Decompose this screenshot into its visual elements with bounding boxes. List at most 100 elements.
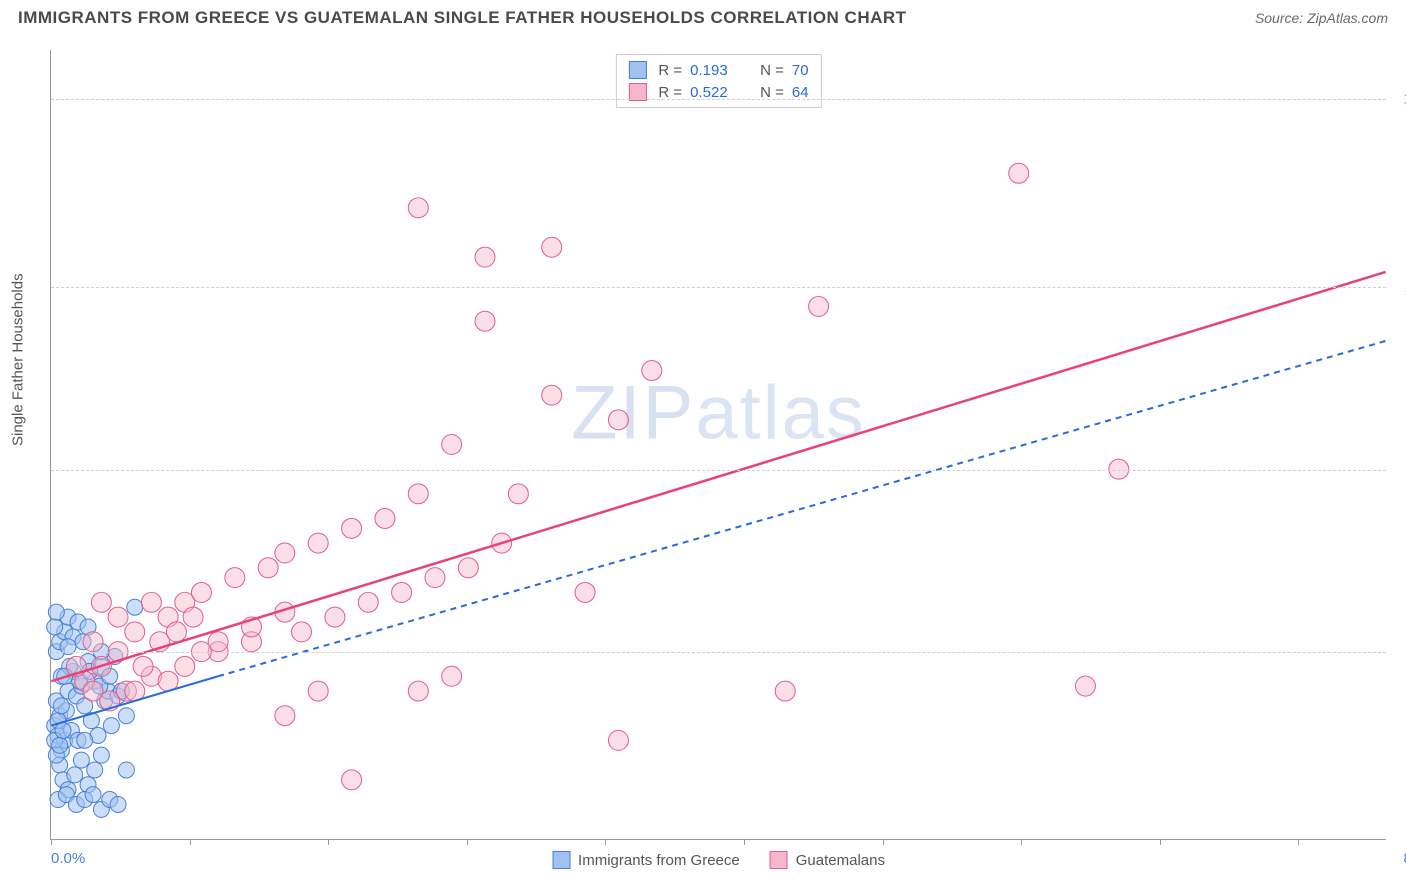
data-point xyxy=(308,681,328,701)
data-point xyxy=(83,632,103,652)
data-point xyxy=(809,296,829,316)
data-point xyxy=(127,599,143,615)
data-point xyxy=(408,198,428,218)
data-point xyxy=(608,730,628,750)
gridline xyxy=(51,99,1386,100)
x-tick xyxy=(1160,839,1161,845)
data-point xyxy=(475,247,495,267)
x-tick xyxy=(467,839,468,845)
legend-swatch xyxy=(770,851,788,869)
data-point xyxy=(442,435,462,455)
data-point xyxy=(642,361,662,381)
data-point xyxy=(133,656,153,676)
data-point xyxy=(342,770,362,790)
gridline xyxy=(51,470,1386,471)
data-point xyxy=(442,666,462,686)
legend-item: Immigrants from Greece xyxy=(552,851,740,869)
data-point xyxy=(91,592,111,612)
n-label: N = xyxy=(760,84,784,101)
data-point xyxy=(275,543,295,563)
trend-line-dashed xyxy=(218,341,1386,676)
n-value: 70 xyxy=(792,62,809,79)
legend-swatch xyxy=(552,851,570,869)
data-point xyxy=(83,681,103,701)
data-point xyxy=(87,762,103,778)
data-point xyxy=(408,484,428,504)
legend-swatch xyxy=(628,83,646,101)
data-point xyxy=(73,752,89,768)
data-point xyxy=(275,706,295,726)
data-point xyxy=(258,558,278,578)
data-point xyxy=(77,732,93,748)
data-point xyxy=(375,508,395,528)
data-point xyxy=(48,604,64,620)
data-point xyxy=(542,237,562,257)
r-value: 0.522 xyxy=(690,84,746,101)
chart-plot-area: ZIPatlas R = 0.193 N = 70 R = 0.522 N = … xyxy=(50,50,1386,840)
legend-row: R = 0.193 N = 70 xyxy=(628,59,808,81)
legend-series: Immigrants from Greece Guatemalans xyxy=(552,851,885,869)
data-point xyxy=(308,533,328,553)
r-value: 0.193 xyxy=(690,62,746,79)
data-point xyxy=(53,698,69,714)
x-tick xyxy=(1021,839,1022,845)
scatter-svg xyxy=(51,50,1386,839)
x-tick xyxy=(883,839,884,845)
data-point xyxy=(508,484,528,504)
r-label: R = xyxy=(658,84,682,101)
data-point xyxy=(1009,163,1029,183)
data-point xyxy=(575,582,595,602)
data-point xyxy=(103,718,119,734)
chart-title: IMMIGRANTS FROM GREECE VS GUATEMALAN SIN… xyxy=(18,8,907,28)
data-point xyxy=(358,592,378,612)
data-point xyxy=(475,311,495,331)
x-tick xyxy=(605,839,606,845)
legend-label: Immigrants from Greece xyxy=(578,852,740,869)
data-point xyxy=(392,582,412,602)
data-point xyxy=(125,622,145,642)
data-point xyxy=(67,767,83,783)
data-point xyxy=(608,410,628,430)
x-tick xyxy=(1298,839,1299,845)
data-point xyxy=(141,592,161,612)
n-value: 64 xyxy=(792,84,809,101)
data-point xyxy=(52,737,68,753)
data-point xyxy=(118,708,134,724)
r-label: R = xyxy=(658,62,682,79)
gridline xyxy=(51,287,1386,288)
data-point xyxy=(408,681,428,701)
data-point xyxy=(225,568,245,588)
legend-swatch xyxy=(628,61,646,79)
trend-line xyxy=(51,272,1385,681)
source-credit: Source: ZipAtlas.com xyxy=(1255,10,1388,26)
data-point xyxy=(118,762,134,778)
x-tick xyxy=(744,839,745,845)
data-point xyxy=(542,385,562,405)
data-point xyxy=(1075,676,1095,696)
data-point xyxy=(108,607,128,627)
data-point xyxy=(175,656,195,676)
data-point xyxy=(325,607,345,627)
data-point xyxy=(183,607,203,627)
y-axis-title: Single Father Households xyxy=(10,273,27,446)
data-point xyxy=(93,747,109,763)
data-point xyxy=(775,681,795,701)
data-point xyxy=(55,723,71,739)
data-point xyxy=(292,622,312,642)
gridline xyxy=(51,652,1386,653)
data-point xyxy=(191,582,211,602)
legend-item: Guatemalans xyxy=(770,851,885,869)
x-tick xyxy=(190,839,191,845)
data-point xyxy=(425,568,445,588)
x-tick xyxy=(328,839,329,845)
data-point xyxy=(458,558,478,578)
n-label: N = xyxy=(760,62,784,79)
x-tick xyxy=(51,839,52,845)
data-point xyxy=(342,518,362,538)
data-point xyxy=(166,622,186,642)
data-point xyxy=(85,787,101,803)
data-point xyxy=(47,619,63,635)
legend-label: Guatemalans xyxy=(796,852,885,869)
header: IMMIGRANTS FROM GREECE VS GUATEMALAN SIN… xyxy=(0,0,1406,34)
data-point xyxy=(110,796,126,812)
